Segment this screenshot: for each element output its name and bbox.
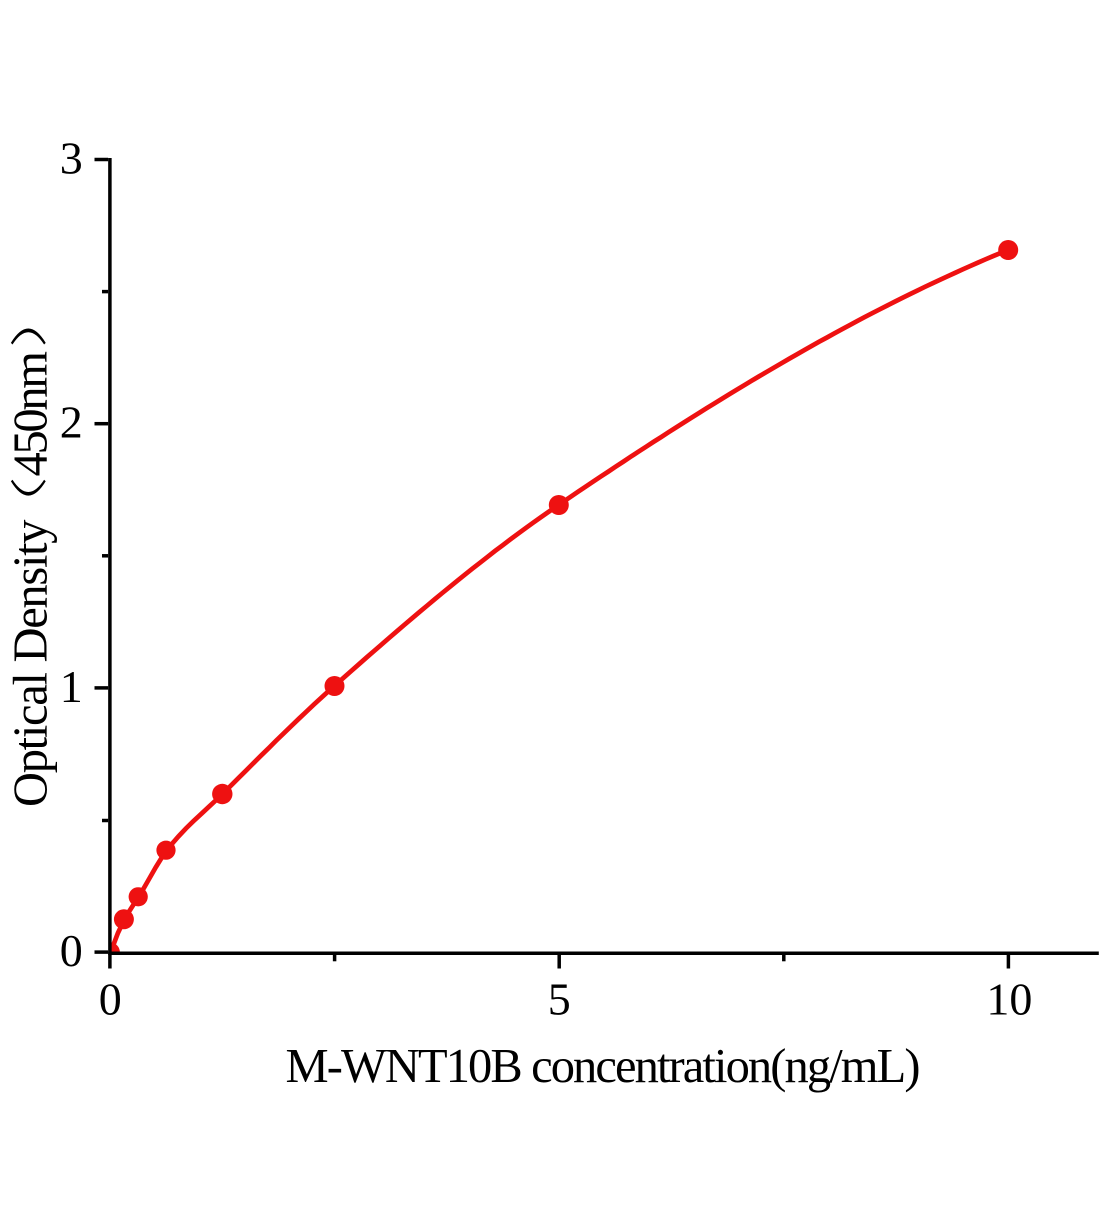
svg-text:3: 3 [60, 133, 83, 184]
svg-text:450nm: 450nm [5, 352, 58, 477]
svg-text:2: 2 [60, 397, 83, 448]
svg-text:0: 0 [99, 974, 122, 1025]
svg-text:0: 0 [60, 925, 83, 976]
svg-text:Optical Density: Optical Density [5, 519, 58, 807]
svg-text:M-WNT10B concentration(ng/mL): M-WNT10B concentration(ng/mL) [286, 1040, 921, 1093]
svg-text:1: 1 [60, 661, 83, 712]
svg-text:10: 10 [986, 974, 1032, 1025]
svg-text:5: 5 [548, 974, 571, 1025]
